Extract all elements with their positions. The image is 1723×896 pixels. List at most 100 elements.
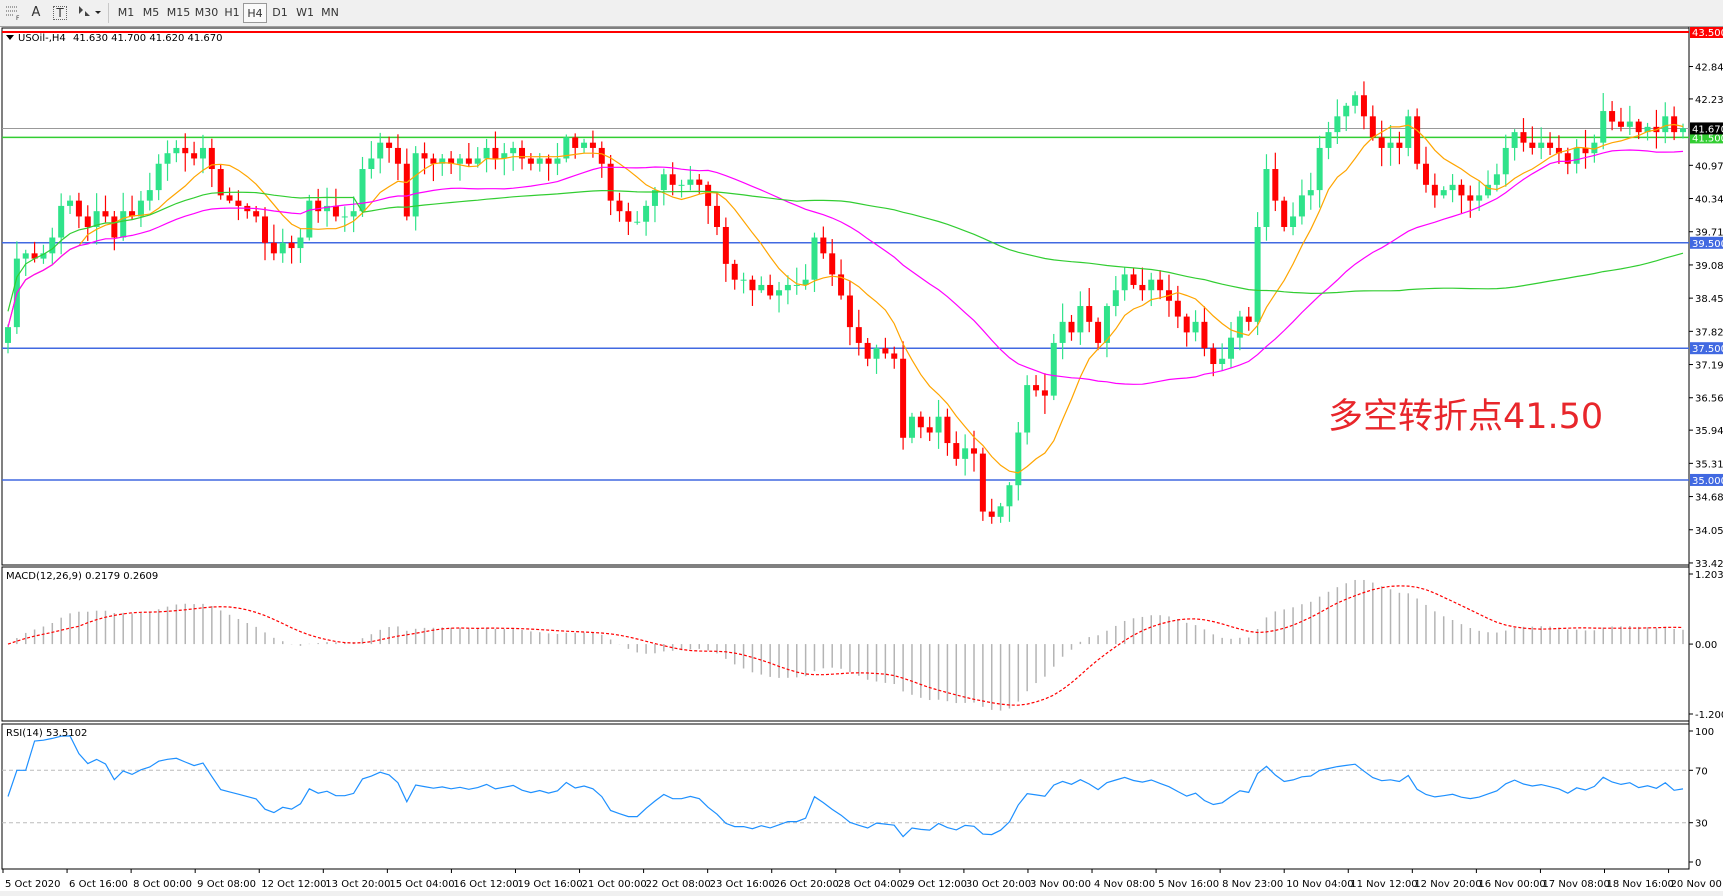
- text-label-icon[interactable]: T: [50, 3, 70, 23]
- candle-body: [492, 147, 499, 159]
- candle: [208, 138, 215, 188]
- timeframe-h4-button[interactable]: H4: [243, 3, 267, 23]
- candle: [1485, 170, 1492, 199]
- candle-body: [1564, 153, 1571, 164]
- candle: [740, 272, 747, 294]
- candle-body: [226, 195, 233, 201]
- svg-text:F: F: [16, 15, 20, 21]
- candle-body: [1422, 163, 1429, 185]
- candle-body: [705, 184, 712, 206]
- level-label: 37.500: [1692, 344, 1723, 355]
- price-tick-label: 40.970: [1695, 161, 1723, 172]
- candle: [377, 132, 384, 174]
- candle-body: [749, 279, 756, 291]
- timeframe-d1-button[interactable]: D1: [272, 6, 288, 19]
- price-tick-label: 42.230: [1695, 95, 1723, 106]
- time-tick-label: 5 Nov 16:00: [1158, 879, 1219, 890]
- candle: [49, 227, 56, 264]
- candle: [1307, 172, 1314, 210]
- bid-tag: [1690, 122, 1723, 135]
- candle-body: [1617, 121, 1624, 127]
- candle-body: [536, 158, 543, 164]
- candle: [1529, 126, 1536, 155]
- period-separator-icon[interactable]: F: [2, 3, 24, 23]
- candle: [448, 151, 455, 174]
- candle: [527, 153, 534, 171]
- arrows-icon[interactable]: [74, 3, 104, 23]
- timeframe-h1-button[interactable]: H1: [224, 6, 240, 19]
- candle-body: [270, 242, 277, 254]
- candle-body: [846, 295, 853, 328]
- candle: [483, 138, 490, 173]
- candle: [1086, 288, 1093, 333]
- candle-body: [1068, 321, 1075, 333]
- candle: [1183, 313, 1190, 347]
- candle-body: [572, 137, 579, 148]
- candle-body: [589, 142, 596, 148]
- candle: [607, 154, 614, 216]
- text-icon[interactable]: A: [31, 5, 41, 20]
- candle-body: [1228, 337, 1235, 359]
- candle-body: [510, 147, 517, 154]
- candle-body: [581, 142, 588, 148]
- candle-body: [474, 158, 481, 164]
- candle-body: [1148, 279, 1155, 291]
- candle-body: [598, 147, 605, 164]
- candle-body: [1369, 116, 1376, 138]
- candle-body: [262, 216, 269, 243]
- rsi-line: [7, 735, 1684, 838]
- candle: [341, 206, 348, 232]
- level-tag: [1690, 27, 1723, 38]
- candle-body: [421, 153, 428, 159]
- timeframe-m15-button[interactable]: M15: [166, 6, 191, 19]
- timeframe-m30-button[interactable]: M30: [194, 6, 219, 19]
- timeframe-m1-button[interactable]: M1: [117, 6, 135, 19]
- candle: [456, 154, 463, 181]
- candle-body: [1174, 300, 1181, 317]
- candle-body: [1414, 116, 1421, 164]
- candle-body: [1219, 358, 1226, 365]
- candle-body: [1626, 121, 1633, 127]
- price-tick-label: 37.190: [1695, 361, 1723, 372]
- candle-body: [802, 279, 809, 285]
- candle: [873, 344, 880, 374]
- candle-body: [1476, 195, 1483, 201]
- symbol-title: USOil-,H4: [18, 33, 66, 44]
- ohlc-readout: 41.630 41.700 41.620 41.670: [73, 33, 223, 44]
- candle-body: [767, 284, 774, 296]
- candle-body: [864, 342, 871, 359]
- time-tick-label: 23 Oct 16:00: [710, 879, 775, 890]
- candle: [1511, 129, 1518, 161]
- timeframe-w1-button[interactable]: W1: [296, 6, 314, 19]
- candle: [731, 259, 738, 290]
- price-tick-label: 34.055: [1695, 526, 1723, 537]
- time-tick-label: 8 Oct 00:00: [133, 879, 192, 890]
- timeframe-m5-button[interactable]: M5: [142, 6, 160, 19]
- candle: [722, 217, 729, 282]
- candle: [1068, 314, 1075, 341]
- candle: [758, 276, 765, 293]
- time-tick-label: 17 Nov 08:00: [1542, 879, 1609, 890]
- candle: [696, 174, 703, 194]
- chart-area[interactable]: 43.500 41.500 39.500 37.500 35.000 41.670 42.8…: [0, 27, 1723, 896]
- candle-body: [1059, 321, 1066, 343]
- candle-body: [1405, 116, 1412, 148]
- timeframe-mn-button[interactable]: MN: [321, 6, 339, 19]
- time-tick-label: 6 Oct 16:00: [69, 879, 128, 890]
- candle-body: [607, 163, 614, 201]
- candle-body: [279, 242, 286, 254]
- candle-body: [776, 290, 783, 296]
- candle-body: [1334, 116, 1341, 133]
- candle: [270, 224, 277, 261]
- candle: [1281, 196, 1288, 232]
- candle: [1493, 163, 1500, 192]
- candle: [997, 502, 1004, 523]
- candle-body: [917, 416, 924, 428]
- candle-body: [1360, 95, 1367, 117]
- candle: [1538, 127, 1545, 160]
- candle-body: [1352, 95, 1359, 106]
- candle-body: [1015, 432, 1022, 486]
- candle-body: [1183, 316, 1190, 333]
- time-tick-label: 19 Oct 16:00: [517, 879, 582, 890]
- candle: [412, 146, 419, 231]
